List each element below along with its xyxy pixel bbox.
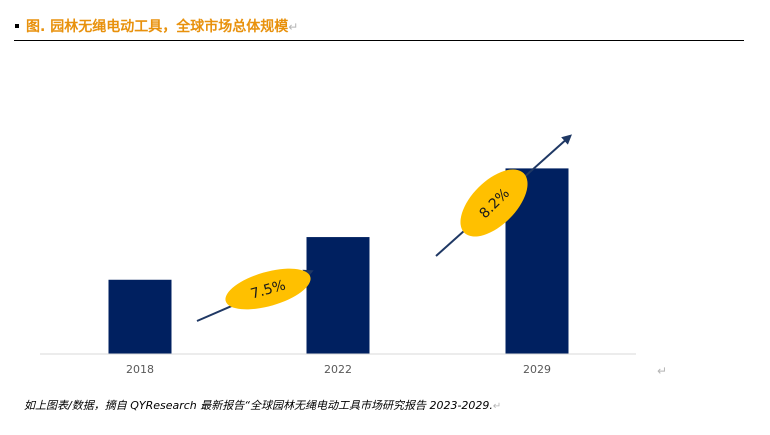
- growth-annotation-2: 8.2%: [435, 134, 572, 257]
- paragraph-mark-icon: ↵: [492, 401, 502, 412]
- source-footnote: 如上图表/数据，摘自 QYResearch 最新报告“全球园林无绳电动工具市场研…: [24, 397, 501, 413]
- x-tick-labels: 2018 2022 2029: [126, 363, 551, 376]
- figure-title-text: 图. 园林无绳电动工具，全球市场总体规模: [26, 19, 289, 35]
- growth-badge-1: [225, 268, 311, 310]
- growth-annotations: 7.5% 8.2%: [196, 134, 572, 322]
- figure-title-row: 图. 园林无绳电动工具，全球市场总体规模↵: [14, 14, 744, 41]
- footnote-text: 如上图表/数据，摘自 QYResearch 最新报告“全球园林无绳电动工具市场研…: [24, 399, 493, 412]
- growth-badge-2: [460, 169, 528, 237]
- bar-2022: [306, 237, 370, 354]
- figure-title: 图. 园林无绳电动工具，全球市场总体规模↵: [26, 16, 298, 36]
- x-tick-label-2022: 2022: [324, 363, 352, 376]
- x-tick-label-2018: 2018: [126, 363, 154, 376]
- bar-2018: [108, 279, 172, 354]
- paragraph-mark-icon: ↵: [657, 364, 668, 378]
- paragraph-mark-icon: ↵: [288, 20, 299, 34]
- growth-annotation-1: 7.5%: [196, 268, 314, 322]
- x-tick-label-2029: 2029: [523, 363, 551, 376]
- bullet-icon: [15, 24, 19, 28]
